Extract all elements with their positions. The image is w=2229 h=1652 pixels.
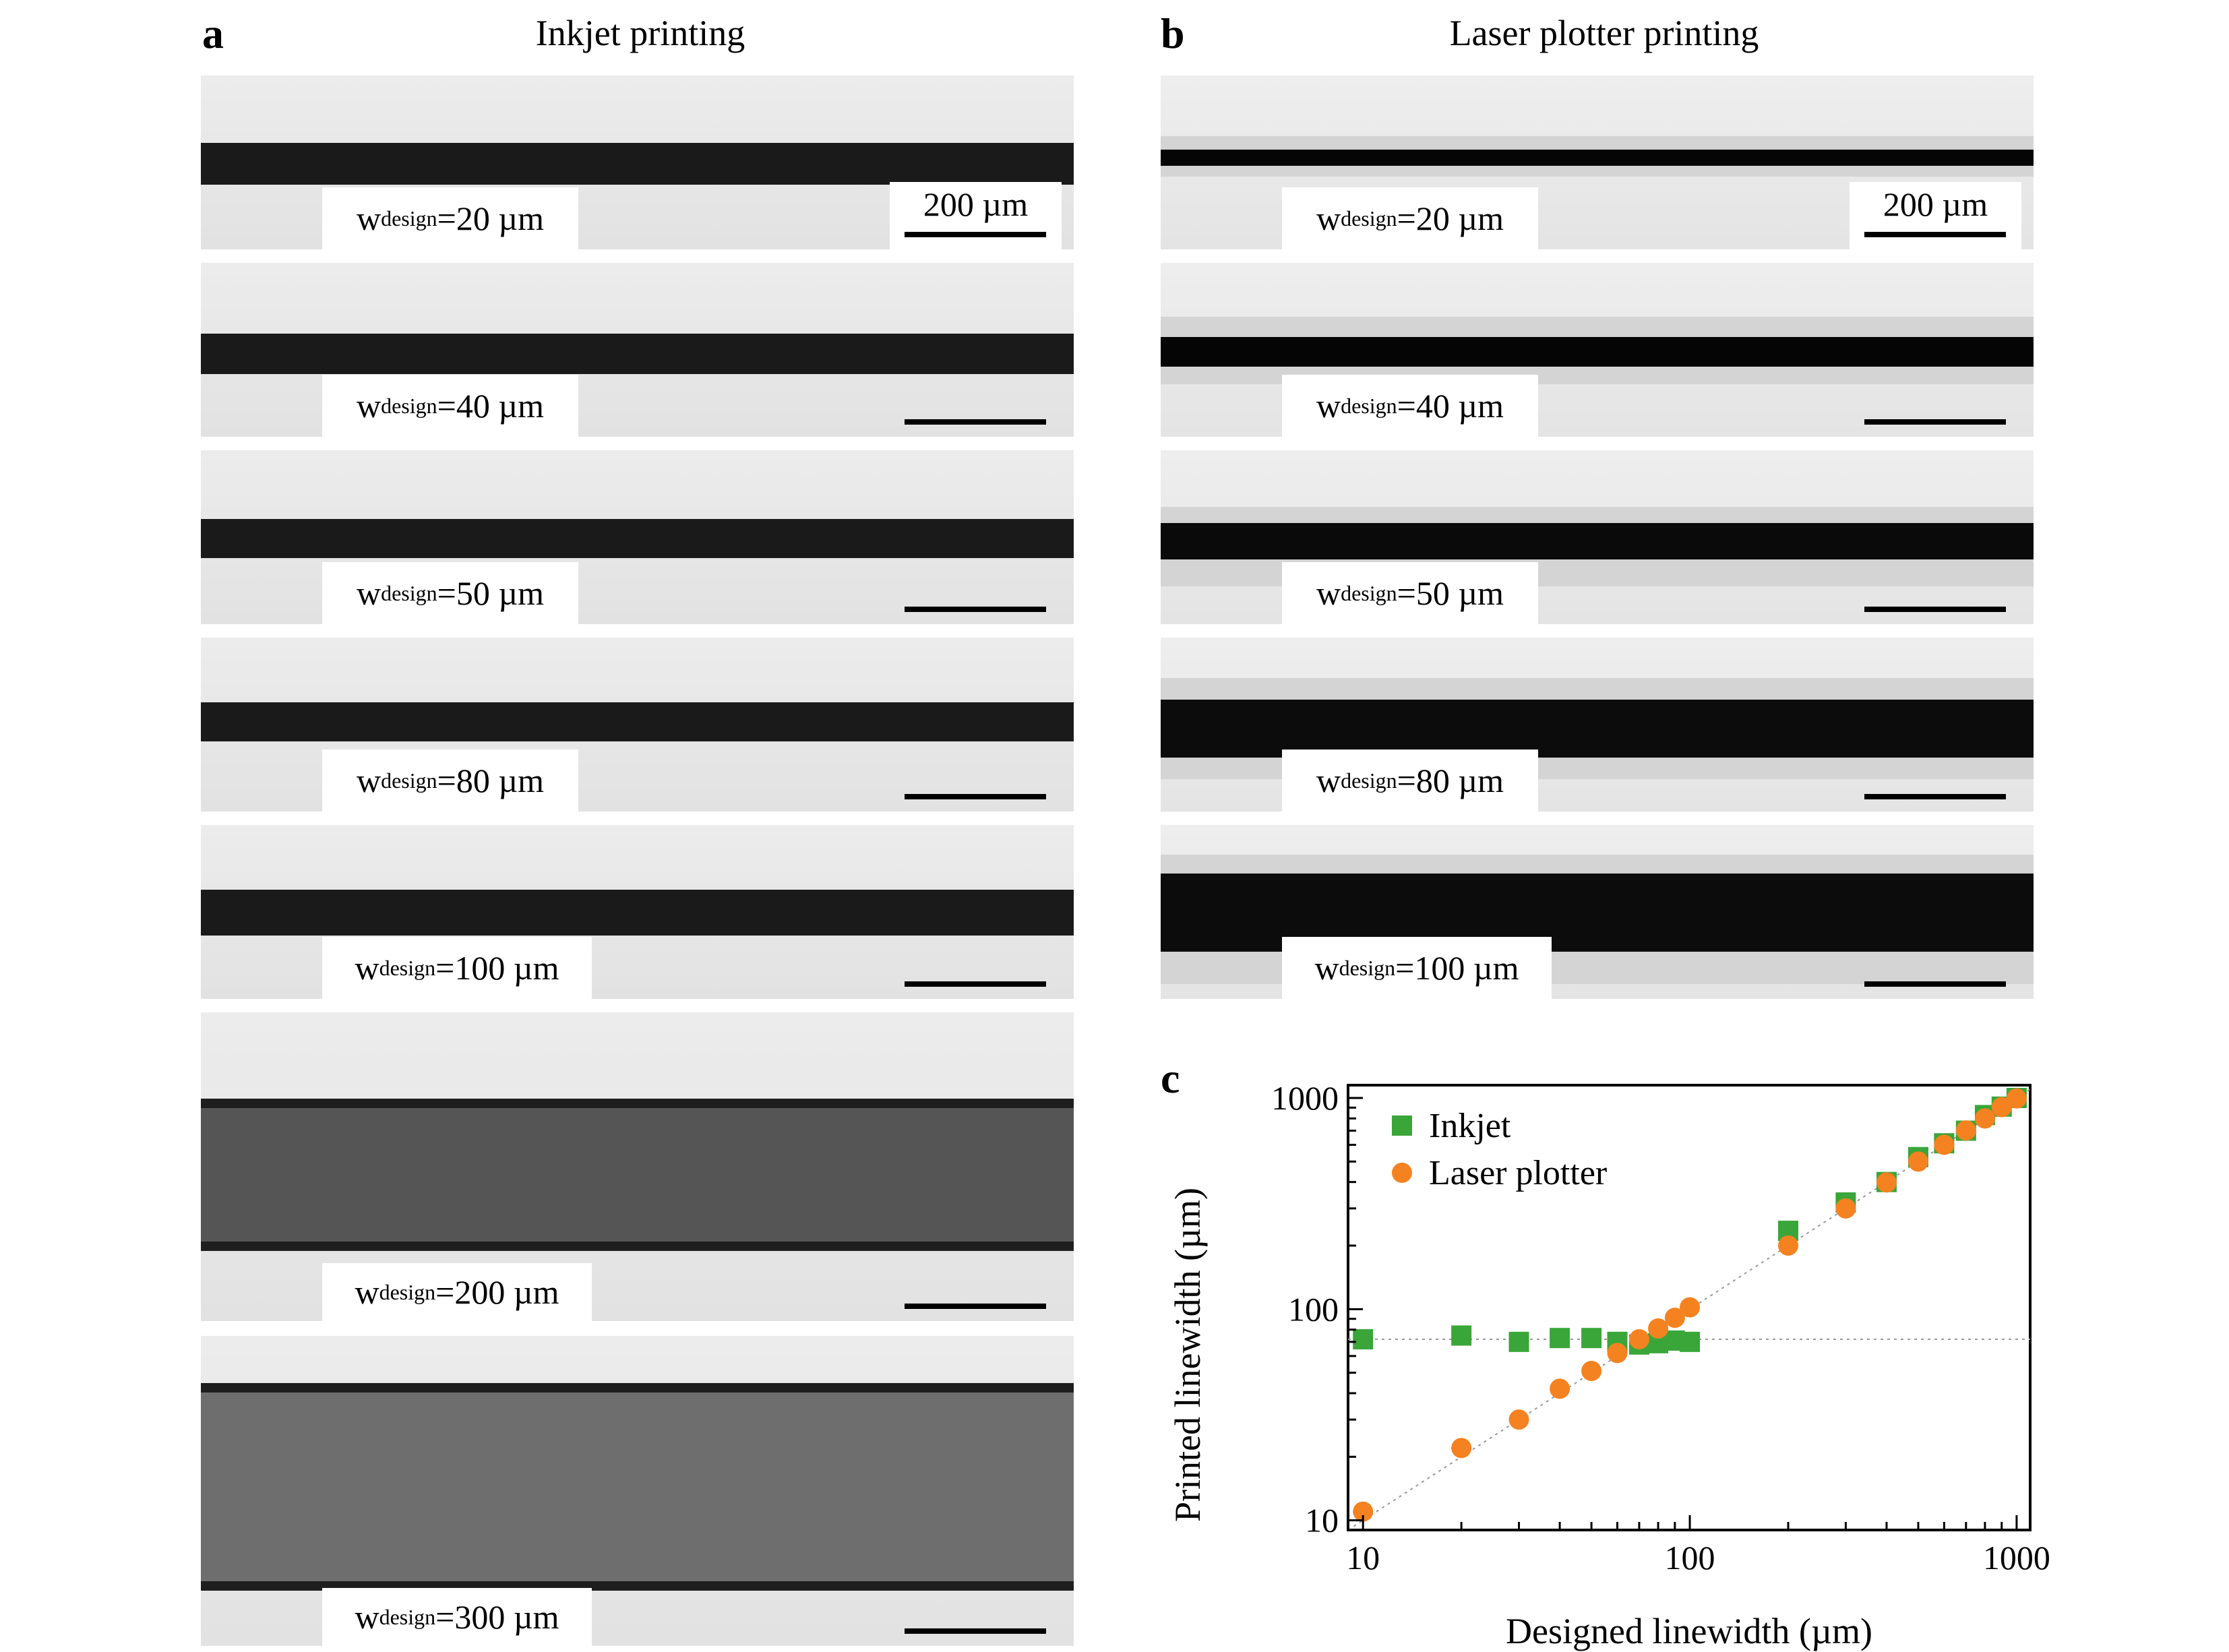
data-point bbox=[2006, 1088, 2027, 1109]
inkjet-image-50: w design =50 µm bbox=[201, 450, 1074, 624]
panel-c-letter: c bbox=[1161, 1054, 1180, 1102]
y-tick-label: 1000 bbox=[1271, 1079, 1339, 1117]
data-point bbox=[1550, 1328, 1570, 1349]
scale-bar-label: 200 µm bbox=[923, 185, 1029, 223]
laser-label-100: w design =100 µm bbox=[1282, 937, 1552, 999]
x-tick-label: 1000 bbox=[1983, 1539, 2050, 1577]
data-point bbox=[1508, 1409, 1529, 1430]
laser-image-50: w design =50 µm bbox=[1161, 450, 2034, 624]
legend-marker-inkjet bbox=[1392, 1115, 1412, 1136]
legend-label: Laser plotter bbox=[1429, 1154, 1607, 1192]
data-point bbox=[1353, 1501, 1374, 1522]
inkjet-image-100: w design =100 µm bbox=[201, 825, 1074, 999]
x-tick-label: 10 bbox=[1346, 1539, 1380, 1577]
legend-label: Inkjet bbox=[1429, 1107, 1511, 1145]
scale-bar bbox=[905, 232, 1046, 237]
inkjet-label-100: w design =100 µm bbox=[322, 937, 592, 999]
scale-bar bbox=[1864, 794, 2006, 799]
scale-box bbox=[890, 182, 1062, 249]
inkjet-label-50: w design =50 µm bbox=[322, 562, 578, 624]
scale-bar bbox=[905, 419, 1046, 425]
laser-label-50: w design =50 µm bbox=[1282, 562, 1538, 624]
data-point bbox=[1550, 1378, 1570, 1399]
data-point bbox=[1648, 1318, 1669, 1339]
data-point bbox=[1991, 1097, 2012, 1118]
scale-bar bbox=[905, 1628, 1046, 1634]
scale-box bbox=[1850, 182, 2021, 249]
data-point bbox=[1628, 1329, 1649, 1350]
scale-bar bbox=[1864, 419, 2006, 425]
data-point bbox=[1907, 1151, 1928, 1172]
laser-label-40: w design =40 µm bbox=[1282, 375, 1538, 437]
scale-bar-label: 200 µm bbox=[1883, 185, 1988, 223]
x-axis-label: Designed linewidth (µm) bbox=[1506, 1611, 1872, 1651]
inkjet-image-300: w design =300 µm bbox=[201, 1336, 1074, 1646]
data-point bbox=[1607, 1343, 1628, 1364]
laser-image-100: w design =100 µm bbox=[1161, 825, 2034, 999]
scale-bar bbox=[905, 981, 1046, 987]
inkjet-image-80: w design =80 µm bbox=[201, 638, 1074, 812]
laser-image-40: w design =40 µm bbox=[1161, 263, 2034, 437]
series-laser-plotter bbox=[1353, 1088, 2027, 1522]
panel-b-letter: b bbox=[1161, 9, 1185, 57]
inkjet-image-20: w design =20 µm 200 µm bbox=[201, 75, 1074, 249]
linewidth-chart: 10 100 1000 10 100 1000 Inkjet Laser plotter D… bbox=[1167, 1079, 2050, 1651]
scale-bar bbox=[905, 1304, 1046, 1309]
data-point bbox=[1664, 1308, 1685, 1328]
laser-image-80: w design =80 µm bbox=[1161, 638, 2034, 812]
laser-image-20: w design =20 µm 200 µm bbox=[1161, 75, 2034, 249]
y-tick-label: 10 bbox=[1305, 1502, 1339, 1539]
x-tick-label: 100 bbox=[1665, 1539, 1715, 1577]
data-point bbox=[1934, 1134, 1955, 1155]
scale-bar bbox=[1864, 981, 2006, 987]
data-point bbox=[1508, 1331, 1529, 1352]
data-point bbox=[1835, 1198, 1856, 1219]
data-point bbox=[1581, 1328, 1602, 1349]
scale-bar bbox=[1864, 232, 2006, 237]
panel-a-title: Inkjet printing bbox=[535, 13, 745, 53]
data-point bbox=[1451, 1325, 1472, 1346]
y-tick-label: 100 bbox=[1288, 1290, 1339, 1328]
scale-bar bbox=[905, 794, 1046, 799]
inkjet-label-200: w design =200 µm bbox=[322, 1263, 592, 1321]
data-point bbox=[1581, 1360, 1602, 1381]
data-point bbox=[1974, 1108, 1995, 1129]
data-point bbox=[1955, 1120, 1976, 1141]
y-axis-label: Printed linewidth (µm) bbox=[1167, 1188, 1208, 1522]
data-point bbox=[1680, 1297, 1701, 1318]
data-point bbox=[1451, 1438, 1472, 1459]
laser-label-80: w design =80 µm bbox=[1282, 749, 1538, 812]
scale-bar bbox=[905, 607, 1046, 612]
inkjet-label-80: w design =80 µm bbox=[322, 749, 578, 812]
data-point bbox=[1876, 1172, 1897, 1193]
panel-a-letter: a bbox=[202, 9, 224, 57]
scale-bar bbox=[1864, 607, 2006, 612]
inkjet-image-200: w design =200 µm bbox=[201, 1012, 1074, 1321]
legend-marker-laser-plotter bbox=[1392, 1163, 1412, 1183]
inkjet-image-40: w design =40 µm bbox=[201, 263, 1074, 437]
panel-b-title: Laser plotter printing bbox=[1449, 13, 1759, 53]
data-point bbox=[1353, 1329, 1374, 1350]
data-point bbox=[1778, 1235, 1799, 1256]
data-point bbox=[1680, 1331, 1701, 1352]
inkjet-label-40: w design =40 µm bbox=[322, 375, 578, 437]
inkjet-label-20: w design =20 µm bbox=[322, 187, 578, 249]
inkjet-label-300: w design =300 µm bbox=[322, 1588, 592, 1646]
laser-label-20: w design =20 µm bbox=[1282, 187, 1538, 249]
